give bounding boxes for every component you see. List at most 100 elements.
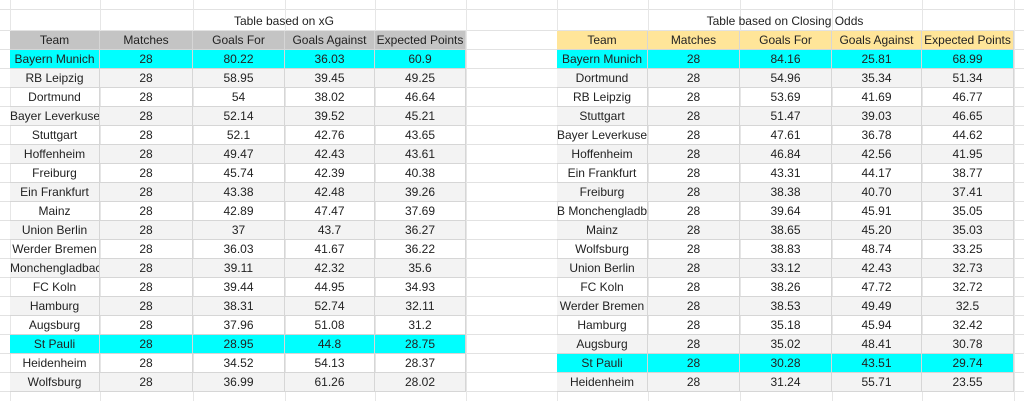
value-cell: 49.47: [193, 145, 285, 164]
team-cell: Heidenheim: [10, 354, 100, 373]
value-cell: 28: [100, 183, 193, 202]
value-cell: 48.74: [832, 240, 922, 259]
value-cell: 35.05: [922, 202, 1014, 221]
value-cell: 28: [100, 316, 193, 335]
value-cell: 28: [100, 202, 193, 221]
grid-line: [466, 0, 467, 401]
value-cell: 49.49: [832, 297, 922, 316]
value-cell: 32.11: [375, 297, 466, 316]
value-cell: 28: [648, 316, 740, 335]
value-cell: 44.17: [832, 164, 922, 183]
value-cell: 58.95: [193, 69, 285, 88]
value-cell: 51.34: [922, 69, 1014, 88]
value-cell: 34.93: [375, 278, 466, 297]
value-cell: 28: [648, 354, 740, 373]
team-cell: Stuttgart: [557, 107, 648, 126]
value-cell: 55.71: [832, 373, 922, 392]
value-cell: 37.96: [193, 316, 285, 335]
value-cell: 36.03: [193, 240, 285, 259]
value-cell: 40.70: [832, 183, 922, 202]
value-cell: 34.52: [193, 354, 285, 373]
team-cell: RB Leipzig: [557, 88, 648, 107]
value-cell: 28: [648, 126, 740, 145]
value-cell: 23.55: [922, 373, 1014, 392]
team-cell: Bayer Leverkuser: [10, 107, 100, 126]
value-cell: 37.41: [922, 183, 1014, 202]
value-cell: 52.14: [193, 107, 285, 126]
column-header: Matches: [100, 31, 193, 50]
team-cell: B Monchengladbac: [557, 202, 648, 221]
value-cell: 28: [100, 107, 193, 126]
value-cell: 47.47: [285, 202, 375, 221]
team-cell: Union Berlin: [557, 259, 648, 278]
value-cell: 36.78: [832, 126, 922, 145]
value-cell: 30.28: [740, 354, 832, 373]
column-header: Goals Against: [832, 31, 922, 50]
value-cell: 39.03: [832, 107, 922, 126]
value-cell: 28.75: [375, 335, 466, 354]
value-cell: 31.24: [740, 373, 832, 392]
value-cell: 38.31: [193, 297, 285, 316]
value-cell: 45.91: [832, 202, 922, 221]
value-cell: 43.51: [832, 354, 922, 373]
value-cell: 54.13: [285, 354, 375, 373]
value-cell: 38.65: [740, 221, 832, 240]
value-cell: 47.72: [832, 278, 922, 297]
value-cell: 28: [100, 164, 193, 183]
value-cell: 28: [100, 88, 193, 107]
team-cell: Werder Bremen: [557, 297, 648, 316]
value-cell: 37: [193, 221, 285, 240]
value-cell: 68.99: [922, 50, 1014, 69]
value-cell: 28.37: [375, 354, 466, 373]
value-cell: 46.77: [922, 88, 1014, 107]
column-header: Team: [557, 31, 648, 50]
value-cell: 35.03: [922, 221, 1014, 240]
value-cell: 28: [648, 88, 740, 107]
value-cell: 28.95: [193, 335, 285, 354]
team-cell: St Pauli: [10, 335, 100, 354]
column-header: Matches: [648, 31, 740, 50]
value-cell: 43.38: [193, 183, 285, 202]
value-cell: 28: [648, 373, 740, 392]
value-cell: 53.69: [740, 88, 832, 107]
value-cell: 28: [100, 126, 193, 145]
value-cell: 28: [100, 278, 193, 297]
value-cell: 43.7: [285, 221, 375, 240]
value-cell: 54: [193, 88, 285, 107]
value-cell: 28.02: [375, 373, 466, 392]
team-cell: Augsburg: [557, 335, 648, 354]
value-cell: 39.44: [193, 278, 285, 297]
value-cell: 28: [648, 259, 740, 278]
team-cell: Hamburg: [557, 316, 648, 335]
value-cell: 45.94: [832, 316, 922, 335]
team-cell: Werder Bremen: [10, 240, 100, 259]
value-cell: 35.18: [740, 316, 832, 335]
table-title: Table based on Closing Odds: [706, 14, 864, 28]
value-cell: 28: [648, 202, 740, 221]
value-cell: 43.61: [375, 145, 466, 164]
column-header: Team: [10, 31, 100, 50]
column-header: Expected Points: [922, 31, 1014, 50]
value-cell: 32.5: [922, 297, 1014, 316]
value-cell: 38.53: [740, 297, 832, 316]
value-cell: 42.43: [832, 259, 922, 278]
value-cell: 32.73: [922, 259, 1014, 278]
team-cell: Hoffenheim: [10, 145, 100, 164]
value-cell: 49.25: [375, 69, 466, 88]
team-cell: Wolfsburg: [10, 373, 100, 392]
team-cell: Hamburg: [10, 297, 100, 316]
value-cell: 29.74: [922, 354, 1014, 373]
team-cell: Freiburg: [10, 164, 100, 183]
column-header: Goals For: [740, 31, 832, 50]
grid-line: [1014, 0, 1015, 401]
value-cell: 39.45: [285, 69, 375, 88]
value-cell: 36.27: [375, 221, 466, 240]
value-cell: 42.76: [285, 126, 375, 145]
team-cell: Ein Frankfurt: [10, 183, 100, 202]
value-cell: 44.8: [285, 335, 375, 354]
value-cell: 28: [100, 335, 193, 354]
value-cell: 28: [100, 373, 193, 392]
value-cell: 46.84: [740, 145, 832, 164]
value-cell: 35.34: [832, 69, 922, 88]
